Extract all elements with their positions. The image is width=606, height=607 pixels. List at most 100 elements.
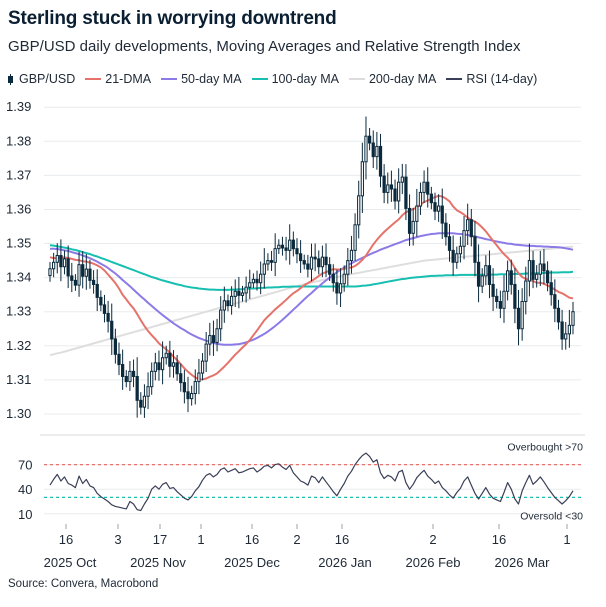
candle-body [211, 335, 216, 343]
candlestick [233, 279, 237, 308]
x-month-label: 2026 Mar [495, 555, 551, 570]
candlestick [229, 286, 234, 315]
candle-body [229, 295, 234, 307]
candle-body [342, 273, 346, 285]
candlestick [269, 250, 274, 271]
candlestick [509, 259, 513, 295]
candle-body [306, 263, 310, 270]
candlestick [389, 170, 394, 202]
x-day-tick-label: 16 [245, 532, 259, 547]
chart-title: Sterling stuck in worrying downtrend [8, 8, 337, 29]
price-y-tick-label: 1.39 [6, 99, 31, 114]
x-month-label: 2026 Jan [318, 555, 372, 570]
candle-body [389, 184, 394, 190]
candlestick [259, 261, 263, 295]
candlestick [353, 213, 357, 261]
candlestick [211, 320, 216, 356]
candle-body [484, 265, 488, 277]
candle-body [357, 195, 361, 226]
candle-body [91, 279, 96, 285]
candle-body [524, 280, 528, 302]
candlestick [564, 322, 568, 350]
candlestick [266, 253, 270, 271]
line-legend-icon [251, 78, 268, 80]
candlestick [284, 236, 288, 261]
candle-body [404, 176, 408, 209]
candlestick [95, 269, 99, 312]
source-note: Source: Convera, Macrobond [8, 578, 159, 590]
candlestick [77, 251, 81, 297]
candle-body [444, 222, 448, 238]
x-month-label: 2025 Dec [224, 555, 280, 570]
candlestick [48, 261, 52, 282]
candlestick [66, 245, 70, 289]
candle-body [186, 391, 190, 400]
candlestick [426, 167, 430, 208]
candle-body [386, 184, 390, 193]
line-legend-icon [446, 78, 463, 80]
candlestick [280, 236, 285, 256]
candle-body [77, 264, 81, 286]
candlestick [375, 131, 379, 170]
legend-item-50-day-ma: 50-day MA [161, 72, 242, 86]
candle-body [269, 260, 274, 263]
candle-body [476, 261, 481, 287]
candle-body [473, 236, 477, 263]
candlestick [139, 392, 143, 415]
candle-body [371, 142, 375, 158]
candlestick [458, 236, 463, 263]
candle-body [466, 219, 470, 232]
candle-body [378, 145, 383, 177]
candlestick [447, 224, 452, 262]
candle-body [248, 282, 252, 288]
candle-body [317, 258, 321, 268]
candle-body [411, 220, 415, 234]
x-day-tick-label: 17 [153, 532, 167, 547]
candlestick [160, 341, 165, 385]
rsi-y-tick-label: 70 [18, 458, 32, 473]
candle-body [480, 275, 484, 287]
candlestick [357, 180, 361, 239]
candle-body [469, 219, 473, 238]
candle-body [513, 283, 517, 309]
candle-body [288, 239, 292, 251]
candlestick [317, 250, 321, 275]
candlestick [124, 370, 128, 388]
candle-body [295, 248, 299, 255]
candlestick [182, 369, 187, 404]
candlestick [200, 353, 205, 381]
candlestick [418, 182, 423, 215]
candlestick [157, 350, 161, 381]
candle-body [280, 244, 285, 249]
candlestick [495, 288, 499, 309]
candle-body [244, 286, 248, 294]
candle-body [560, 321, 564, 340]
candlestick [99, 290, 103, 312]
candlestick [473, 221, 477, 277]
candlestick [52, 252, 56, 278]
x-day-tick-label: 2 [429, 532, 436, 547]
candlestick [378, 133, 383, 188]
candlestick [62, 250, 67, 275]
candle-body [491, 283, 495, 297]
candlestick [360, 142, 364, 214]
ma-200-line [49, 245, 574, 357]
candle-body [135, 375, 139, 401]
candle-body [193, 381, 197, 395]
candle-body [102, 304, 107, 314]
candle-body [197, 372, 201, 383]
candlestick [262, 248, 266, 289]
candle-body [531, 260, 535, 280]
candle-body [142, 395, 147, 408]
x-day-tick-label: 1 [563, 532, 570, 547]
candle-body [397, 181, 401, 202]
candlestick [560, 309, 564, 350]
candlestick [415, 188, 419, 237]
candlestick [527, 243, 532, 297]
candle-body [309, 256, 314, 270]
candlestick [222, 286, 226, 323]
candlestick [335, 269, 339, 305]
legend-label: 200-day MA [368, 72, 437, 86]
candle-body [335, 282, 339, 294]
candlestick [208, 322, 212, 356]
